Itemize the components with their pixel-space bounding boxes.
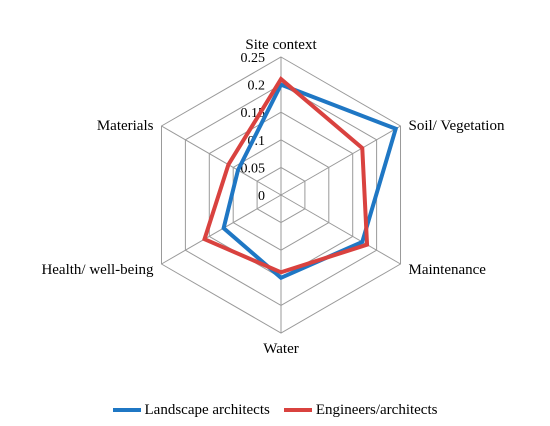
- category-label: Water: [263, 341, 298, 357]
- radial-tick-labels: 00.050.10.150.20.25: [241, 51, 266, 204]
- legend-swatch-engineers: [283, 408, 312, 412]
- axis-spoke-1: [280, 125, 401, 196]
- legend-item-landscape: Landscape architects: [112, 401, 270, 419]
- category-label: Materials: [97, 118, 154, 134]
- category-label: Health/ well-being: [41, 262, 154, 278]
- legend-label-engineers: Engineers/architects: [315, 401, 438, 418]
- legend-swatch-landscape: [112, 408, 141, 412]
- radial-tick-label: 0.2: [248, 79, 266, 94]
- radial-tick-label: 0: [258, 189, 265, 204]
- category-label: Site context: [245, 37, 317, 53]
- legend-label-landscape: Landscape architects: [144, 401, 270, 418]
- axis-spoke-5: [161, 125, 282, 196]
- axis-spoke-2: [280, 194, 401, 265]
- legend: Landscape architects Engineers/architect…: [0, 398, 550, 422]
- axis-spoke-4: [161, 194, 282, 265]
- series-line-1: [202, 76, 370, 275]
- series-line-0: [221, 82, 399, 281]
- category-label: Maintenance: [409, 262, 487, 278]
- radial-tick-label: 0.25: [241, 51, 266, 66]
- category-labels: Site context Soil/ Vegetation Maintenance W…: [41, 37, 505, 357]
- radial-tick-label: 0.05: [241, 161, 266, 176]
- category-label: Soil/ Vegetation: [409, 118, 505, 134]
- legend-item-engineers: Engineers/architects: [283, 401, 438, 419]
- radar-series: [202, 76, 399, 281]
- radar-axes: [161, 57, 401, 333]
